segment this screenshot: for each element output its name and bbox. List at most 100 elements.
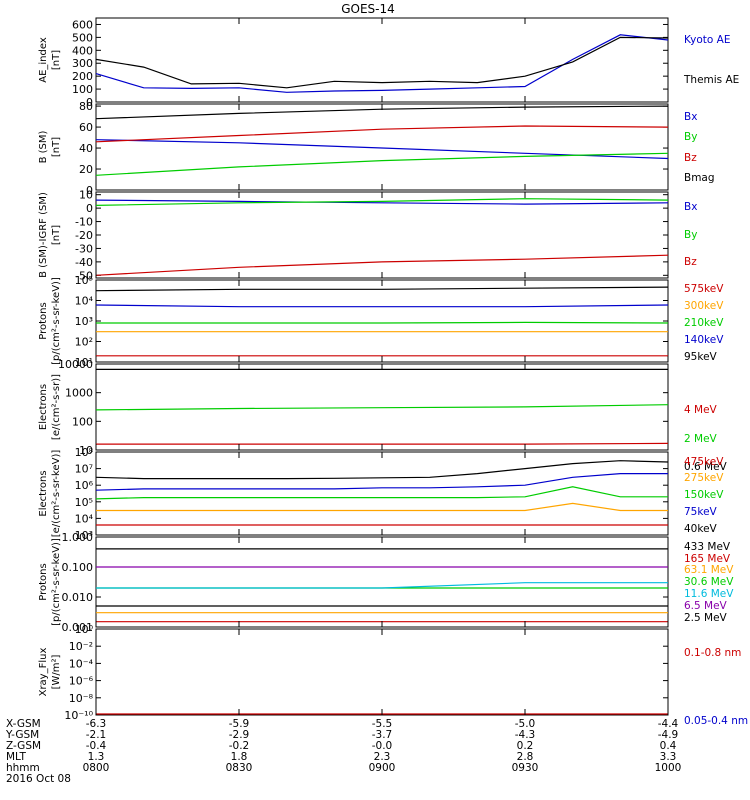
footer-value: -5.9 <box>229 718 250 730</box>
legend-entry: 140keV <box>684 334 724 346</box>
y-tick-label: 0 <box>86 202 93 215</box>
series-line-140kev <box>95 304 669 308</box>
y-tick-label: 0.100 <box>62 561 94 574</box>
orbit-footer: X-GSM -6.3 -5.9 -5.5 -5.0 -4.4 Y-GSM -2.1 -2.9 -3… <box>5 718 681 785</box>
y-tick-label: -50 <box>75 269 93 282</box>
footer-value: 1.3 <box>88 751 105 763</box>
series-line-4-mev <box>96 442 669 445</box>
panel-frame <box>95 628 669 716</box>
y-tick-label: 20 <box>79 163 93 176</box>
footer-value: -4.4 <box>658 718 679 730</box>
panel-frame <box>95 279 669 363</box>
y-tick-label: 500 <box>72 31 93 44</box>
legend-entry: 40keV <box>684 523 718 535</box>
series-line-bz <box>95 125 669 143</box>
y-tick-label: 0.001 <box>62 621 94 634</box>
legend-entry: 2.5 MeV <box>684 612 728 624</box>
y-axis-label: [nT] <box>51 50 62 70</box>
y-axis-label: B (SM)-IGRF (SM) <box>38 192 49 278</box>
y-tick-label: 10⁻¹⁰ <box>64 709 93 722</box>
y-tick-label: 40 <box>79 142 93 155</box>
footer-value: 0930 <box>512 762 539 774</box>
legend-entry: 63.1 MeV <box>684 564 734 576</box>
y-axis-label: [nT] <box>51 137 62 157</box>
panel-frame <box>95 191 669 279</box>
series-line-bx <box>95 199 669 205</box>
y-tick-label: 1.000 <box>62 531 94 544</box>
footer-value: 0830 <box>226 762 253 774</box>
footer-value: -0.0 <box>372 740 393 752</box>
y-tick-label: 10⁻⁶ <box>69 675 94 688</box>
series-line-bz <box>95 254 669 276</box>
footer-value: -4.3 <box>515 729 536 741</box>
footer-value: 0.4 <box>660 740 677 752</box>
y-tick-label: 10⁴ <box>75 512 94 525</box>
legend-entry: 575keV <box>684 283 724 295</box>
legend-entry: 0.1-0.8 nm <box>684 647 741 659</box>
footer-row-label: X-GSM <box>6 718 41 730</box>
series-line-150kev <box>95 486 668 500</box>
y-axis-label: B (SM) <box>38 130 49 163</box>
footer-value: 3.3 <box>660 751 677 763</box>
y-axis-label: Electrons <box>38 470 49 516</box>
footer-value: -0.2 <box>229 740 250 752</box>
y-tick-label: 300 <box>72 57 93 70</box>
legend-entry: Bx <box>684 201 697 213</box>
footer-row-label: hhmm <box>6 762 40 774</box>
legend-entry: 4 MeV <box>684 404 718 416</box>
panel-7: 0.001 0.010 0.100 1.000 Protons [p/(cm²-s-sr-… <box>38 531 734 634</box>
y-tick-label: 10⁶ <box>75 479 94 492</box>
series-line-95kev <box>95 286 669 292</box>
panel-5: 10 100 1000 10000 Electrons [e/(cm²-s-sr)] 4 M… <box>38 358 728 473</box>
footer-row-label: Z-GSM <box>6 740 41 752</box>
panel-frame <box>95 103 669 191</box>
footer-value: 2.8 <box>517 751 534 763</box>
y-axis-label: Electrons <box>38 384 49 430</box>
series-line-11-6-mev <box>96 582 668 589</box>
legend-entry: 0.6 MeV <box>684 461 728 473</box>
footer-value: 0900 <box>369 762 396 774</box>
y-tick-label: 10¹ <box>75 356 93 369</box>
y-tick-label: 10⁷ <box>75 463 93 476</box>
y-tick-label: 400 <box>72 44 93 57</box>
footer-row-label: MLT <box>6 751 26 763</box>
y-axis-label: [p/(cm²-s-sr-keV)] <box>51 538 62 626</box>
legend-entry: 150keV <box>684 489 724 501</box>
legend-entry: Kyoto AE <box>684 34 730 46</box>
panel-frame <box>95 17 669 103</box>
footer-value: -3.7 <box>372 729 393 741</box>
legend-entry: 75keV <box>684 506 718 518</box>
y-tick-label: 10000 <box>58 358 93 371</box>
legend-entry: By <box>684 131 697 143</box>
legend-entry: 300keV <box>684 300 724 312</box>
y-axis-label: [nT] <box>51 225 62 245</box>
footer-value: -5.5 <box>372 718 393 730</box>
legend-entry: Bz <box>684 152 697 164</box>
footer-value: -0.4 <box>86 740 107 752</box>
legend-entry: Bmag <box>684 172 715 184</box>
y-tick-label: 100 <box>72 415 93 428</box>
footer-value: -4.9 <box>658 729 679 741</box>
y-tick-label: 10⁴ <box>75 295 94 308</box>
series-line-210kev <box>96 321 669 324</box>
y-axis-label: [W/m²] <box>51 654 62 689</box>
panel-6: 10³ 10⁴ 10⁵ 10⁶ 10⁷ 10⁸ Electrons [e/(cm²-s-sr-… <box>38 446 724 542</box>
series-line-by <box>95 198 669 206</box>
legend-entry: 30.6 MeV <box>684 576 734 588</box>
legend-entry: 0.05-0.4 nm <box>684 715 748 727</box>
footer-value: -2.1 <box>86 729 107 741</box>
y-tick-label: 0 <box>86 184 93 197</box>
y-axis-label: [p/(cm²-s-sr-keV)] <box>51 277 62 365</box>
panel-8: 10⁻¹⁰ 10⁻⁸ 10⁻⁶ 10⁻⁴ 10⁻² 10⁰ Xray_Flux [W/m²] 0… <box>38 623 748 727</box>
legend-entry: 210keV <box>684 317 724 329</box>
footer-value: 2.3 <box>374 751 391 763</box>
legend-entry: Bx <box>684 111 697 123</box>
y-axis-label: Protons <box>38 563 49 600</box>
y-tick-label: 10⁸ <box>75 446 94 459</box>
legend-entry: Themis AE <box>683 74 739 86</box>
series-line-40kev <box>95 460 669 480</box>
y-axis-label: [e/(cm²-s-sr)] <box>51 374 62 440</box>
y-tick-label: -20 <box>75 229 93 242</box>
